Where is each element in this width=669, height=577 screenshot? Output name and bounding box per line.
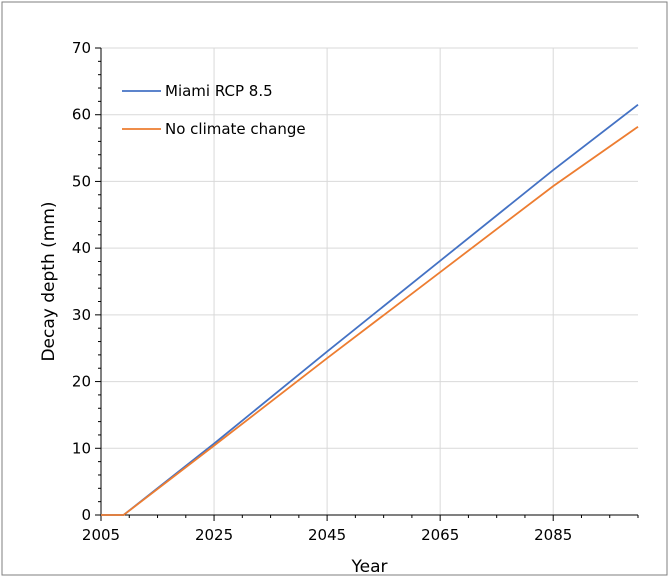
series-line-1 — [101, 125, 639, 516]
y-tick-label: 20 — [72, 373, 91, 391]
y-tick-label: 10 — [72, 439, 91, 457]
x-tick-label: 2025 — [195, 526, 233, 544]
y-axis-title: Decay depth (mm) — [39, 201, 59, 361]
x-tick-label: 2085 — [534, 526, 572, 544]
series-lines — [101, 103, 639, 516]
y-tick-label: 30 — [72, 306, 91, 324]
legend-label: Miami RCP 8.5 — [165, 82, 273, 100]
legend-label: No climate change — [165, 120, 306, 138]
y-tick-label: 60 — [72, 106, 91, 124]
y-tick-label: 40 — [72, 239, 91, 257]
tick-labels: 0 10 20 30 40 50 60 70 2005 2025 2045 2065 2085 — [72, 39, 572, 544]
axes — [100, 48, 638, 516]
x-tick-label: 2065 — [421, 526, 459, 544]
y-tick-label: 0 — [81, 506, 91, 524]
y-tick-label: 50 — [72, 172, 91, 190]
y-tick-label: 70 — [72, 39, 91, 57]
tick-marks — [95, 47, 639, 521]
x-tick-label: 2005 — [82, 526, 120, 544]
legend: Miami RCP 8.5 No climate change — [122, 82, 306, 138]
gridlines — [101, 47, 638, 515]
x-tick-label: 2045 — [308, 526, 346, 544]
x-axis-title: Year — [351, 557, 388, 577]
